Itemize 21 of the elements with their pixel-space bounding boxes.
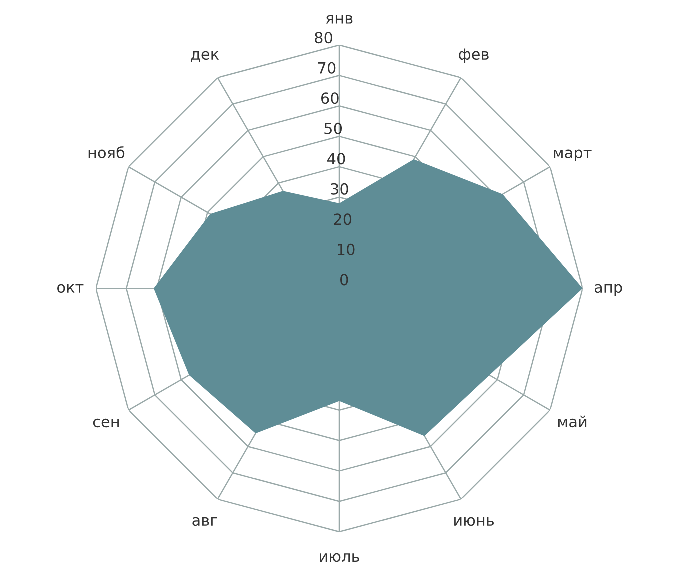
y-tick-label: 80 [315,32,332,44]
spoke-label: авг [192,517,218,526]
spoke-label: июль [320,553,360,562]
y-tick-label: 40 [328,153,346,165]
y-tick-label: 10 [338,244,355,256]
y-tick-label: 60 [321,92,339,104]
spoke-label: нояб [88,146,125,159]
y-tick-label: 70 [318,62,336,74]
spoke-label: апр [594,284,622,296]
y-tick-label: 0 [340,274,348,286]
spoke-label: фев [459,48,489,64]
y-tick-label: 30 [331,183,348,195]
y-tick-label: 20 [334,214,352,226]
spoke-label: май [558,416,587,428]
y-tick-label: 50 [324,122,342,134]
spoke-label: окт [58,284,84,294]
spoke-label: сен [93,418,119,428]
spoke-label: июнь [454,517,494,526]
spoke-label: янв [326,15,353,24]
spoke-label: март [554,150,592,162]
spoke-label: дек [191,51,220,62]
